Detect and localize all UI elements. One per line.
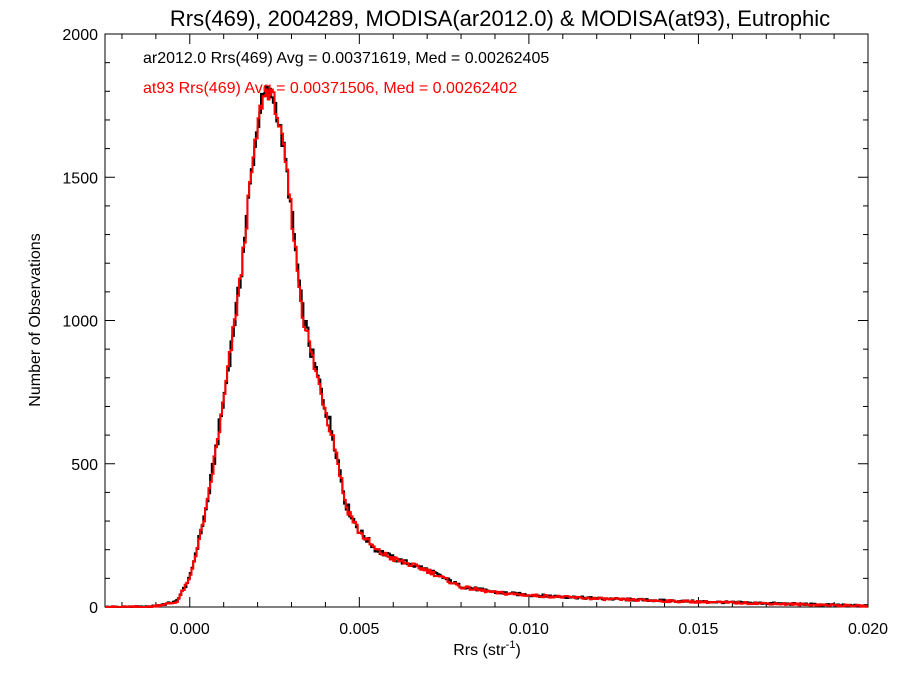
annotation-at93: at93 Rrs(469) Avg = 0.00371506, Med = 0.… <box>143 80 517 97</box>
y-tick-label: 500 <box>71 457 98 474</box>
y-tick-label: 0 <box>89 600 98 617</box>
y-tick-label: 1500 <box>62 170 98 187</box>
plot-frame <box>104 33 869 608</box>
y-tick-label: 1000 <box>62 314 98 331</box>
x-tick-label: 0.015 <box>678 621 718 638</box>
annotation-ar2012: ar2012.0 Rrs(469) Avg = 0.00371619, Med … <box>143 50 549 67</box>
y-tick-label: 2000 <box>62 27 98 44</box>
plot-area: 0.000 0.005 0.010 0.015 0.020 0 500 1000 1500 20… <box>62 27 888 638</box>
series-layer <box>105 85 868 608</box>
chart-title: Rrs(469), 2004289, MODISA(ar2012.0) & MO… <box>170 6 830 31</box>
x-axis-label: Rrs (str-1) <box>453 639 521 659</box>
x-tick-label: 0.005 <box>339 621 379 638</box>
x-axis-label-superscript: -1 <box>506 639 516 651</box>
x-tick-label: 0.010 <box>509 621 549 638</box>
series-line-ar2012.0 <box>105 85 868 608</box>
y-axis-label: Number of Observations <box>27 233 44 406</box>
x-tick-label: 0.000 <box>170 621 210 638</box>
y-axis-ticks: 0 500 1000 1500 2000 <box>62 27 868 617</box>
x-tick-label: 0.020 <box>848 621 888 638</box>
x-axis-label-main: Rrs (str <box>453 642 506 659</box>
series-line-at93 <box>105 88 868 608</box>
x-axis-label-end: ) <box>515 642 520 659</box>
x-axis-ticks: 0.000 0.005 0.010 0.015 0.020 <box>121 34 888 638</box>
